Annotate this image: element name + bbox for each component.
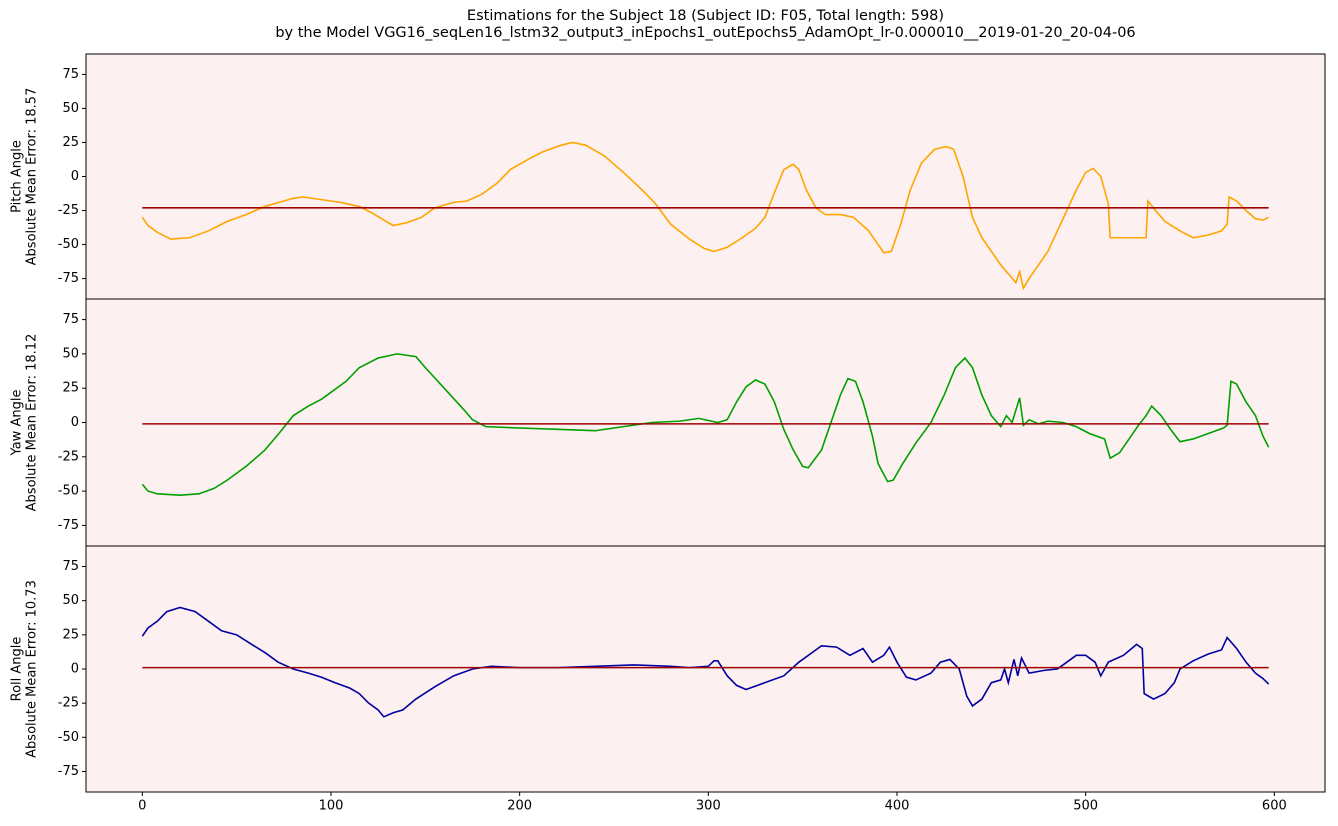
y-tick-label: -50 — [58, 730, 79, 745]
series-line — [141, 606, 1270, 718]
y-tick-label: 0 — [71, 169, 79, 184]
y-tick-label: 0 — [71, 415, 79, 430]
y-tick-label: 50 — [62, 101, 79, 116]
y-tick-label: 25 — [62, 381, 79, 396]
y-tick-label: -75 — [58, 518, 79, 533]
y-tick-label: -25 — [58, 203, 79, 218]
plot-background — [86, 546, 1325, 792]
y-axis-label: Roll Angle — [10, 637, 25, 702]
y-axis-label: Yaw Angle — [10, 390, 25, 457]
y-axis-label: Absolute Mean Error: 18.12 — [25, 334, 40, 512]
x-tick-label: 0 — [138, 799, 146, 814]
y-axis-label: Absolute Mean Error: 10.73 — [25, 580, 40, 758]
x-tick-label: 500 — [1073, 799, 1098, 814]
y-tick-label: -75 — [58, 271, 79, 286]
y-tick-label: 75 — [62, 312, 79, 327]
y-tick-label: -50 — [58, 484, 79, 499]
y-tick-label: 0 — [71, 662, 79, 677]
y-tick-label: -50 — [58, 237, 79, 252]
y-tick-label: -25 — [58, 449, 79, 464]
series-line — [141, 353, 1270, 497]
y-tick-label: 75 — [62, 67, 79, 82]
plot-background — [86, 54, 1325, 299]
y-tick-label: -25 — [58, 696, 79, 711]
x-tick-label: 400 — [885, 799, 910, 814]
x-tick-label: 600 — [1262, 799, 1287, 814]
y-tick-label: 50 — [62, 593, 79, 608]
plot-frame — [85, 545, 1326, 793]
x-tick-label: 200 — [507, 799, 532, 814]
plot-background — [86, 299, 1325, 546]
y-tick-label: -75 — [58, 764, 79, 779]
y-tick-label: 25 — [62, 135, 79, 150]
y-axis-label: Pitch Angle — [10, 140, 25, 213]
x-tick-label: 100 — [319, 799, 344, 814]
y-axis-label: Absolute Mean Error: 18.57 — [25, 88, 40, 266]
series-line — [141, 141, 1270, 291]
chart-title: by the Model VGG16_seqLen16_lstm32_outpu… — [275, 25, 1135, 41]
x-tick-label: 300 — [696, 799, 721, 814]
y-tick-label: 75 — [62, 559, 79, 574]
y-tick-label: 50 — [62, 346, 79, 361]
y-tick-label: 25 — [62, 627, 79, 642]
chart-title: Estimations for the Subject 18 (Subject … — [467, 8, 944, 24]
